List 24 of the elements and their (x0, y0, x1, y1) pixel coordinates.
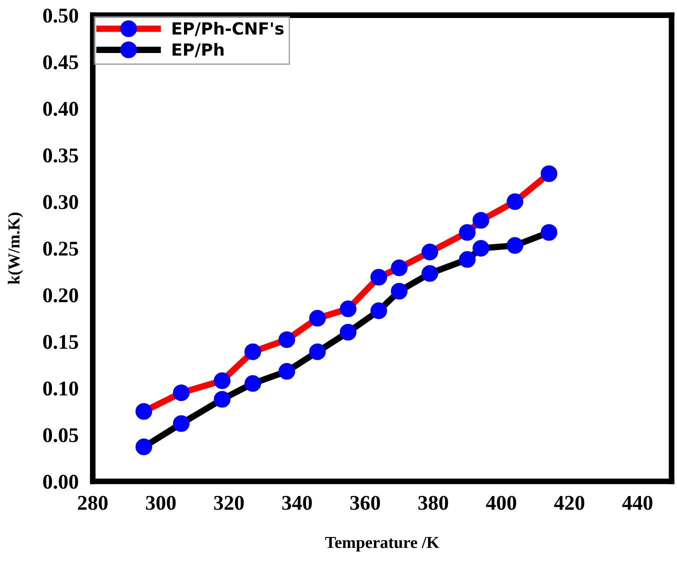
legend-label: EP/Ph-CNF's (172, 22, 284, 36)
x-tick-label: 400 (486, 496, 516, 510)
y-tick-label: 0.45 (43, 55, 78, 70)
x-tick-label: 360 (350, 496, 380, 510)
y-tick-label: 0.50 (43, 8, 78, 23)
y-tick-label: 0.25 (43, 242, 78, 256)
x-tick-label: 340 (282, 496, 312, 510)
y-tick-label: 0.10 (43, 382, 78, 396)
y-tick-label: 0.00 (43, 474, 78, 489)
x-tick-label: 420 (554, 496, 584, 510)
y-tick-label: 0.15 (43, 334, 78, 350)
x-axis-title: Temperature /K (325, 536, 440, 552)
y-tick-label: 0.30 (43, 195, 78, 210)
y-tick-label: 0.40 (43, 102, 78, 116)
y-tick-label: 0.20 (43, 288, 78, 302)
y-axis-title: k(W/m.K) (8, 212, 23, 284)
y-tick-label: 0.35 (43, 148, 78, 163)
x-tick-label: 300 (146, 496, 176, 510)
x-tick-label: 320 (214, 496, 244, 510)
x-tick-label: 380 (418, 496, 448, 510)
x-tick-label: 280 (78, 496, 108, 510)
y-tick-label: 0.05 (43, 428, 78, 442)
legend-label: EP/Ph (172, 43, 224, 58)
x-tick-label: 440 (622, 496, 652, 510)
